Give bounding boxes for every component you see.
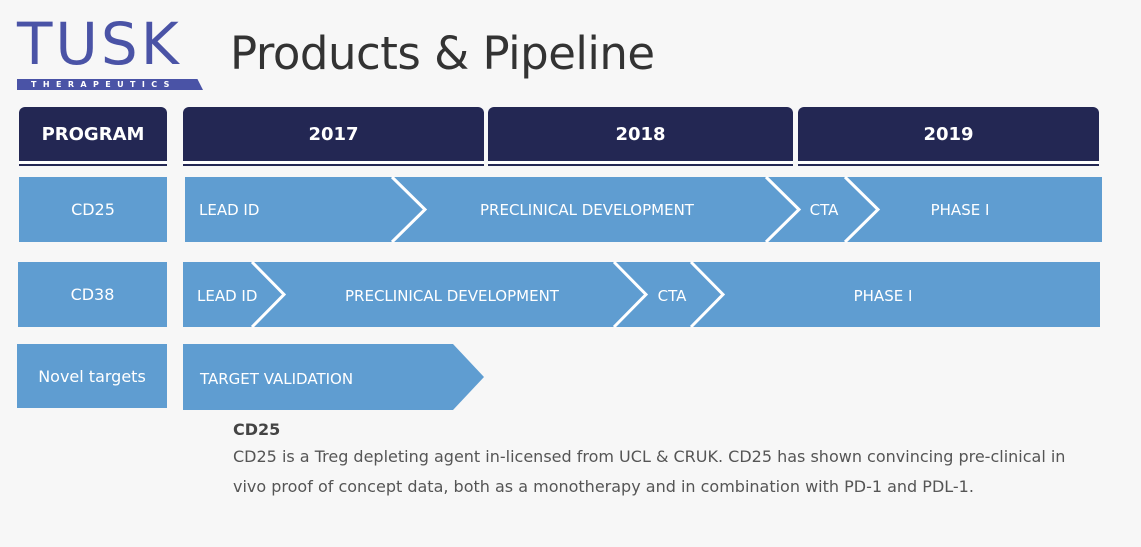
program-label-text: CD25 <box>71 200 115 219</box>
stage-label: PRECLINICAL DEVELOPMENT <box>480 201 695 219</box>
pipeline-bar-cd38 <box>183 262 1100 327</box>
year-header-2018: 2018 <box>488 107 793 161</box>
pipeline-bar-cd25 <box>185 177 1102 242</box>
logo-subtitle: THERAPEUTICS <box>31 80 176 89</box>
program-label-novel-targets: Novel targets <box>17 344 167 408</box>
program-label-text: CD38 <box>70 285 115 304</box>
page-title: Products & Pipeline <box>230 27 655 80</box>
stage-label: CTA <box>658 287 687 305</box>
program-description: CD25 CD25 is a Treg depleting agent in-l… <box>233 418 1073 502</box>
stage-label: LEAD ID <box>199 201 259 219</box>
program-header: PROGRAM <box>19 107 167 161</box>
year-label: 2017 <box>308 123 359 145</box>
stage-label: CTA <box>810 201 839 219</box>
company-logo: TUSK THERAPEUTICS <box>17 12 203 90</box>
year-header-2019: 2019 <box>798 107 1099 161</box>
stage-chevron <box>390 175 428 244</box>
program-label-cd25: CD25 <box>19 177 167 242</box>
year-header-2017: 2017 <box>183 107 484 161</box>
stage-chevron <box>764 175 802 244</box>
stage-chevron <box>250 260 287 329</box>
stage-chevron <box>612 260 649 329</box>
pipeline-bar-novel-targets <box>183 344 484 410</box>
logo-banner <box>17 79 203 90</box>
year-label: 2018 <box>615 123 666 145</box>
stage-chevron <box>689 260 726 329</box>
program-header-label: PROGRAM <box>41 123 145 145</box>
stage-chevron <box>843 175 881 244</box>
program-label-cd38: CD38 <box>18 262 167 327</box>
stage-label: PRECLINICAL DEVELOPMENT <box>345 287 560 305</box>
stage-label: LEAD ID <box>197 287 257 305</box>
description-title: CD25 <box>233 420 281 439</box>
description-body: CD25 is a Treg depleting agent in-licens… <box>233 447 1066 496</box>
year-label: 2019 <box>923 123 974 145</box>
program-label-text: Novel targets <box>38 366 146 386</box>
logo-wordmark: TUSK <box>17 10 182 78</box>
stage-label: PHASE I <box>854 287 913 305</box>
stage-label: PHASE I <box>931 201 990 219</box>
stage-label: TARGET VALIDATION <box>199 370 353 388</box>
